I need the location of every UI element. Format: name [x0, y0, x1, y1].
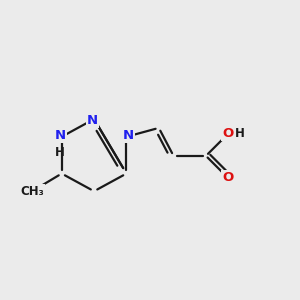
Text: O: O — [222, 172, 234, 184]
Text: H: H — [55, 146, 65, 159]
Text: CH₃: CH₃ — [20, 185, 44, 198]
Text: N: N — [87, 114, 98, 127]
Text: N: N — [55, 129, 66, 142]
Text: O: O — [222, 127, 234, 140]
Text: H: H — [235, 127, 245, 140]
Text: N: N — [122, 129, 134, 142]
